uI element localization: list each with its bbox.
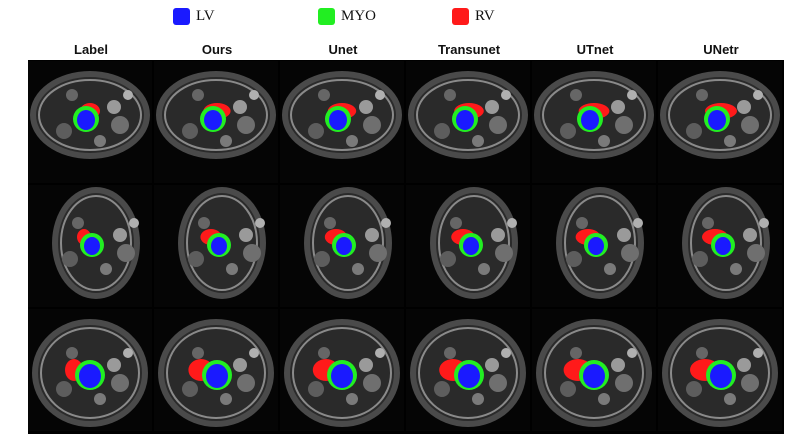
lv-region	[583, 364, 605, 388]
column-headers: Label Ours Unet Transunet UTnet UNetr	[28, 42, 784, 58]
mri-tile-utnet-row1	[532, 61, 656, 183]
legend-label-myo: MYO	[341, 8, 377, 24]
mri-tile-label-row3	[28, 309, 152, 431]
legend-label-rv: RV	[475, 8, 495, 24]
lv-region	[581, 110, 599, 130]
mri-image	[532, 309, 656, 431]
mri-tile-unet-row1	[280, 61, 404, 183]
mri-tile-unet-row2	[280, 185, 404, 307]
lv-region	[715, 237, 731, 255]
mri-tile-unetr-row2	[658, 185, 782, 307]
mri-tile-utnet-row2	[532, 185, 656, 307]
lv-region	[84, 237, 100, 255]
column-header-label: Label	[74, 42, 108, 57]
mri-tile-transunet-row3	[406, 309, 530, 431]
mri-tile-ours-row3	[154, 309, 278, 431]
lv-region	[456, 110, 474, 130]
column-header-ours: Ours	[201, 42, 233, 57]
mri-tile-transunet-row1	[406, 61, 530, 183]
lv-region	[708, 110, 726, 130]
mri-tile-transunet-row2	[406, 185, 530, 307]
mri-tile-label-row1	[28, 61, 152, 183]
legend-swatch-lv	[173, 8, 190, 25]
lv-region	[710, 364, 732, 388]
column-header-transunet: Transunet	[437, 42, 501, 57]
lv-region	[77, 110, 95, 130]
mri-image	[280, 309, 404, 431]
mri-image	[280, 185, 404, 307]
legend: LV MYO RV	[0, 8, 796, 30]
mri-tile-label-row2	[28, 185, 152, 307]
legend-item-rv: RV	[452, 8, 495, 25]
segmentation-image-grid	[28, 60, 784, 434]
lv-region	[588, 237, 604, 255]
lv-region	[336, 237, 352, 255]
mri-image	[406, 185, 530, 307]
mri-image	[154, 185, 278, 307]
mri-tile-unetr-row1	[658, 61, 782, 183]
mri-image	[532, 61, 656, 183]
mri-image	[28, 309, 152, 431]
lv-region	[463, 237, 479, 255]
lv-region	[211, 237, 227, 255]
mri-tile-ours-row1	[154, 61, 278, 183]
lv-region	[79, 364, 101, 388]
column-header-unetr: UNetr	[703, 42, 739, 57]
mri-image	[28, 61, 152, 183]
legend-swatch-myo	[318, 8, 335, 25]
mri-image	[658, 309, 782, 431]
column-header-utnet: UTnet	[576, 42, 614, 57]
mri-tile-unetr-row3	[658, 309, 782, 431]
mri-image	[532, 185, 656, 307]
legend-swatch-rv	[452, 8, 469, 25]
lv-region	[204, 110, 222, 130]
mri-tile-ours-row2	[154, 185, 278, 307]
lv-region	[329, 110, 347, 130]
mri-image	[658, 185, 782, 307]
mri-image	[406, 61, 530, 183]
legend-item-myo: MYO	[318, 8, 376, 25]
mri-image	[658, 61, 782, 183]
lv-region	[458, 364, 480, 388]
legend-item-lv: LV	[173, 8, 215, 25]
column-header-unet: Unet	[328, 42, 358, 57]
mri-tile-unet-row3	[280, 309, 404, 431]
lv-region	[206, 364, 228, 388]
mri-tile-utnet-row3	[532, 309, 656, 431]
mri-image	[406, 309, 530, 431]
mri-image	[280, 61, 404, 183]
legend-label-lv: LV	[196, 8, 215, 24]
mri-image	[154, 309, 278, 431]
mri-image	[28, 185, 152, 307]
lv-region	[331, 364, 353, 388]
mri-image	[154, 61, 278, 183]
